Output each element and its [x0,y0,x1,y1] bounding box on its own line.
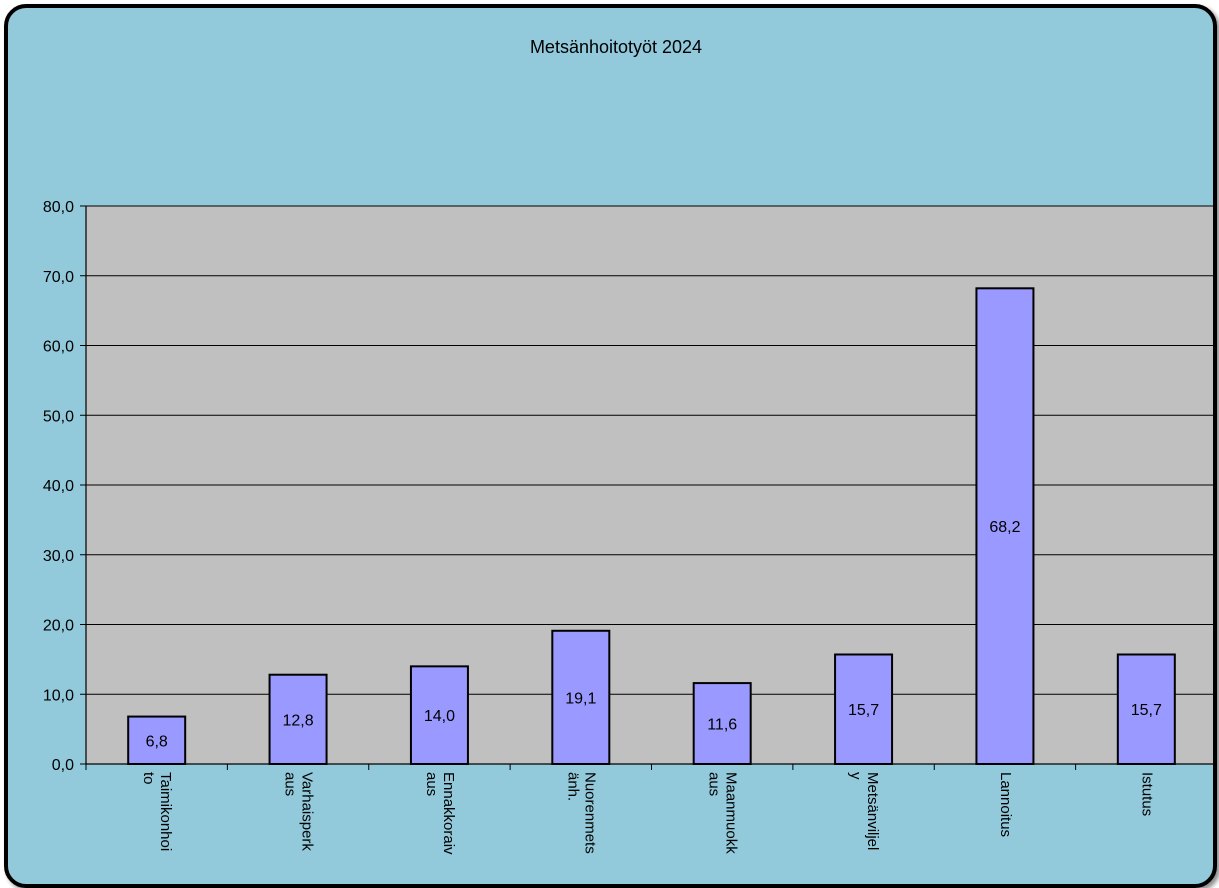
data-label: 15,7 [848,702,879,719]
y-tick-label: 30,0 [43,548,74,565]
chart-title: Metsänhoitotyöt 2024 [530,37,702,57]
data-label: 6,8 [146,733,168,750]
category-label: aus [423,772,440,796]
data-label: 11,6 [707,717,737,734]
bar [127,715,187,766]
y-tick-label: 50,0 [43,408,74,425]
y-tick-label: 60,0 [43,339,74,356]
y-tick-label: 80,0 [43,199,74,216]
y-tick-label: 0,0 [52,757,74,774]
y-tick-label: 10,0 [43,687,74,704]
data-label: 14,0 [424,708,455,725]
category-label: aus [282,772,299,796]
category-label: Istutus [1138,772,1155,816]
bar [409,665,469,765]
bar [1116,653,1176,765]
category-label: änh. [564,772,581,801]
data-label: 12,8 [282,712,313,729]
bar [551,629,611,766]
plot-area: 0,0 10,0 20,0 30,0 40,0 50,0 60,0 70,0 80,0 6,8 Ta… [43,199,1213,855]
category-label: aus [706,772,723,796]
bar [975,287,1035,765]
bar [834,653,894,765]
data-label: 19,1 [565,690,596,707]
y-tick-label: 40,0 [43,478,74,495]
category-label: Varhaisperk [299,772,316,851]
category-label: Metsänviljel [864,772,881,850]
y-tick-label: 20,0 [43,618,74,635]
category-label: Nuorenmets [581,772,598,854]
category-label: Maanmuokk [723,772,740,854]
category-label: y [847,772,864,780]
data-label: 15,7 [1131,702,1162,719]
category-label: Taimikonhoi [157,772,174,851]
chart-frame: Metsänhoitotyöt 2024 0,0 10,0 20,0 30,0 40,0… [4,4,1217,888]
y-tick-label: 70,0 [43,269,74,286]
data-label: 68,2 [989,519,1020,536]
category-label: to [140,772,157,785]
bar-chart: Metsänhoitotyöt 2024 0,0 10,0 20,0 30,0 40,0… [43,37,1213,855]
bar [692,682,752,766]
category-label: Lannoitus [997,772,1014,837]
bar [268,673,328,765]
category-label: Ennakkoraiv [440,772,457,855]
